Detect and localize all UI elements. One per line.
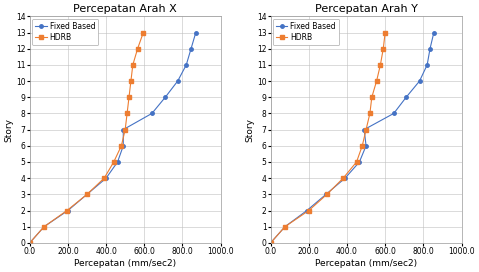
HDRB bbox=[27, 241, 33, 245]
HDRB bbox=[135, 47, 140, 50]
Fixed Based bbox=[417, 79, 422, 83]
Fixed Based bbox=[342, 177, 348, 180]
HDRB bbox=[359, 144, 365, 147]
Fixed Based bbox=[304, 209, 310, 212]
HDRB bbox=[128, 79, 134, 83]
HDRB bbox=[268, 241, 274, 245]
HDRB bbox=[380, 47, 386, 50]
HDRB bbox=[130, 63, 136, 67]
HDRB bbox=[282, 225, 288, 228]
Fixed Based bbox=[356, 160, 362, 164]
Fixed Based bbox=[114, 160, 120, 164]
Fixed Based bbox=[120, 144, 126, 147]
HDRB bbox=[369, 96, 375, 99]
Line: HDRB: HDRB bbox=[28, 31, 145, 245]
HDRB bbox=[363, 128, 369, 131]
Fixed Based bbox=[27, 241, 33, 245]
HDRB bbox=[140, 31, 146, 34]
HDRB bbox=[102, 177, 107, 180]
Line: HDRB: HDRB bbox=[269, 31, 387, 245]
Fixed Based bbox=[424, 63, 430, 67]
HDRB bbox=[124, 112, 130, 115]
Fixed Based bbox=[103, 177, 109, 180]
HDRB bbox=[367, 112, 373, 115]
X-axis label: Percepatan (mm/sec2): Percepatan (mm/sec2) bbox=[74, 259, 176, 268]
Fixed Based bbox=[363, 144, 369, 147]
HDRB bbox=[324, 193, 330, 196]
Line: Fixed Based: Fixed Based bbox=[28, 31, 197, 245]
HDRB bbox=[111, 160, 116, 164]
Fixed Based bbox=[323, 193, 329, 196]
Fixed Based bbox=[188, 47, 194, 50]
HDRB bbox=[122, 128, 128, 131]
X-axis label: Percepatan (mm/sec2): Percepatan (mm/sec2) bbox=[315, 259, 417, 268]
Fixed Based bbox=[162, 96, 168, 99]
Fixed Based bbox=[149, 112, 155, 115]
Fixed Based bbox=[41, 225, 47, 228]
Title: Percepatan Arah X: Percepatan Arah X bbox=[73, 4, 177, 14]
HDRB bbox=[354, 160, 359, 164]
HDRB bbox=[41, 225, 47, 228]
HDRB bbox=[84, 193, 90, 196]
Y-axis label: Story: Story bbox=[4, 118, 13, 142]
HDRB bbox=[126, 96, 132, 99]
Fixed Based bbox=[193, 31, 199, 34]
HDRB bbox=[377, 63, 383, 67]
HDRB bbox=[340, 177, 346, 180]
HDRB bbox=[382, 31, 388, 34]
Fixed Based bbox=[120, 128, 126, 131]
HDRB bbox=[306, 209, 312, 212]
Y-axis label: Story: Story bbox=[245, 118, 254, 142]
HDRB bbox=[64, 209, 70, 212]
Legend: Fixed Based, HDRB: Fixed Based, HDRB bbox=[273, 18, 339, 45]
Fixed Based bbox=[403, 96, 409, 99]
Line: Fixed Based: Fixed Based bbox=[269, 31, 435, 245]
HDRB bbox=[374, 79, 379, 83]
Fixed Based bbox=[268, 241, 274, 245]
Fixed Based bbox=[361, 128, 367, 131]
HDRB bbox=[118, 144, 124, 147]
Fixed Based bbox=[391, 112, 397, 115]
Fixed Based bbox=[175, 79, 181, 83]
Fixed Based bbox=[427, 47, 433, 50]
Fixed Based bbox=[431, 31, 437, 34]
Legend: Fixed Based, HDRB: Fixed Based, HDRB bbox=[32, 18, 98, 45]
Title: Percepatan Arah Y: Percepatan Arah Y bbox=[315, 4, 418, 14]
Fixed Based bbox=[282, 225, 288, 228]
Fixed Based bbox=[65, 209, 71, 212]
Fixed Based bbox=[84, 193, 90, 196]
Fixed Based bbox=[183, 63, 189, 67]
